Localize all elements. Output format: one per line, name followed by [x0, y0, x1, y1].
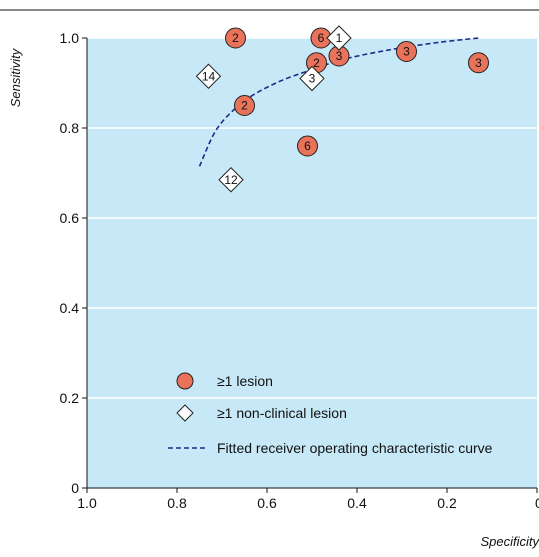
axes — [86, 38, 537, 489]
point-label: 14 — [202, 69, 216, 83]
point-label: 6 — [304, 139, 311, 153]
legend-curve-label: Fitted receiver operating characteristic… — [217, 440, 493, 456]
lesion-point: 3 — [396, 41, 417, 62]
x-tick-label: 0.6 — [257, 495, 277, 511]
non-clinical-marker — [299, 65, 325, 92]
x-tick-label: 0.4 — [347, 495, 367, 511]
point-label: 1 — [336, 31, 343, 45]
point-label: 12 — [224, 173, 238, 187]
point-label: 2 — [232, 31, 239, 45]
non-clinical-marker — [326, 25, 352, 51]
y-tick-label: 0 — [71, 480, 79, 496]
y-tick-label: 1.0 — [60, 30, 80, 46]
lesion-point: 3 — [468, 52, 489, 74]
point-label: 2 — [241, 99, 248, 113]
y-tick-label: 0.6 — [60, 210, 80, 226]
legend-lesion-label: ≥1 lesion — [217, 373, 273, 389]
lesion-marker — [225, 27, 246, 49]
non-clinical-point: 1 — [326, 25, 352, 51]
legend-lesion-marker — [176, 372, 194, 390]
lesion-marker — [396, 41, 417, 62]
plot-area — [87, 38, 537, 488]
legend-item-curve: Fitted receiver operating characteristic… — [168, 440, 493, 456]
lesion-point: 6 — [297, 135, 318, 157]
lesion-marker — [297, 135, 318, 157]
legend-item-non-clinical: ≥1 non-clinical lesion — [176, 404, 347, 422]
y-tick-label: 0.2 — [60, 390, 80, 406]
legend: ≥1 lesion ≥1 non-clinical lesion Fitted re… — [168, 372, 493, 456]
point-label: 2 — [313, 56, 320, 70]
lesion-point: 6 — [310, 27, 332, 49]
non-clinical-marker — [195, 63, 222, 89]
point-label: 3 — [309, 72, 316, 86]
legend-non-clinical-label: ≥1 non-clinical lesion — [217, 405, 347, 421]
y-axis-title: Sensitivity — [8, 47, 23, 107]
y-tick-label: 0.8 — [60, 120, 80, 136]
lesion-marker — [468, 52, 489, 74]
lesion-marker — [234, 95, 255, 116]
non-clinical-marker — [218, 167, 244, 193]
non-clinical-point: 12 — [218, 167, 244, 193]
y-tick-label: 0.4 — [60, 300, 80, 316]
x-tick-label: 0.8 — [167, 495, 187, 511]
point-label: 3 — [475, 56, 482, 70]
point-label: 6 — [318, 31, 325, 45]
x-tick-label: 0 — [535, 495, 539, 511]
legend-non-clinical-marker — [176, 404, 194, 422]
x-tick-label: 0.2 — [437, 495, 457, 511]
point-label: 3 — [403, 45, 410, 59]
x-tick-label: 1.0 — [77, 495, 97, 511]
non-clinical-point: 14 — [195, 63, 222, 89]
point-label: 3 — [336, 49, 343, 63]
non-clinical-point: 3 — [299, 65, 325, 92]
lesion-point: 2 — [234, 95, 255, 116]
lesion-point: 3 — [328, 45, 350, 67]
lesion-point: 2 — [225, 27, 246, 49]
tick-labels: 0 0.2 0.4 0.6 0.8 1.0 1.0 0.8 0.6 0.4 0.2 0 — [60, 30, 539, 511]
x-axis-title: Specificity — [480, 534, 539, 549]
legend-item-lesion: ≥1 lesion — [176, 372, 273, 390]
